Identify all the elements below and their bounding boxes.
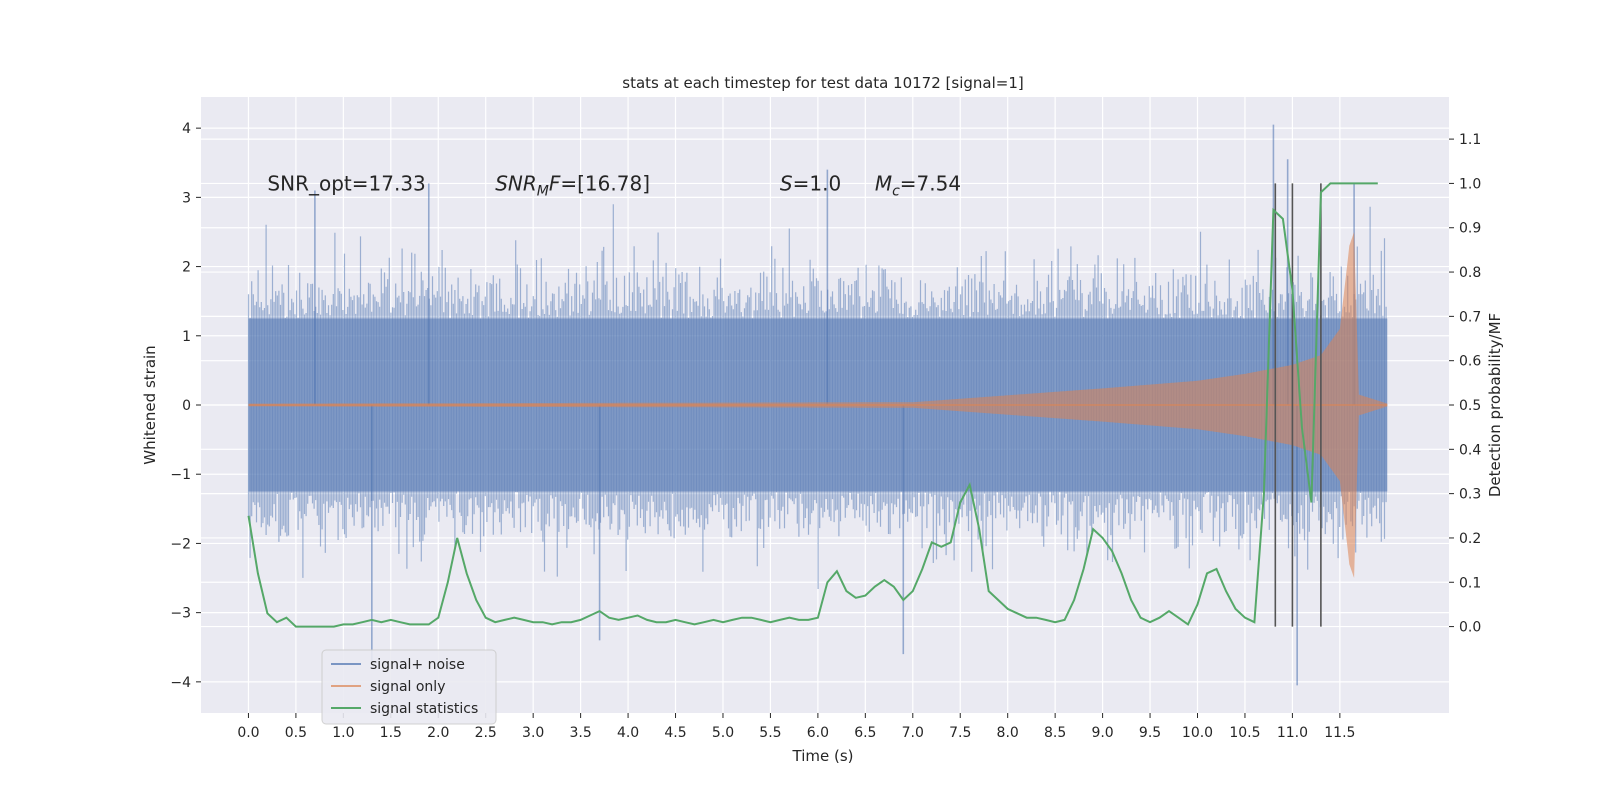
x-tick-label: 5.5: [759, 725, 781, 741]
legend-box: [321, 649, 497, 725]
annotation-m: Mc=7.54: [875, 171, 961, 199]
y-tick-label: −3: [170, 606, 191, 622]
x-tick-label: 2.0: [427, 725, 449, 741]
annotation-s: S=1.0: [780, 171, 841, 195]
x-tick-label: 8.5: [1044, 725, 1066, 741]
y-axis-ticks: −4 −3 −2 −1 0 1 2 3 4: [170, 121, 201, 691]
y-right-tick-label: 0.1: [1459, 575, 1481, 591]
x-tick-label: 6.0: [807, 725, 829, 741]
x-tick-label: 2.5: [475, 725, 497, 741]
legend: signal+ noise signal only signal statist…: [321, 649, 497, 725]
y-tick-label: 1: [182, 329, 191, 345]
chart-title: stats at each timestep for test data 101…: [622, 74, 1023, 92]
x-tick-label: 4.5: [664, 725, 686, 741]
x-tick-label: 7.5: [949, 725, 971, 741]
y-right-tick-label: 0.5: [1459, 398, 1481, 414]
x-tick-label: 8.0: [997, 725, 1019, 741]
y-tick-label: −4: [170, 675, 191, 691]
y-axis-title: Whitened strain: [141, 345, 159, 464]
y-tick-label: 2: [182, 260, 191, 276]
x-tick-label: 9.0: [1091, 725, 1113, 741]
y-right-tick-label: 0.3: [1459, 487, 1481, 503]
x-tick-label: 1.5: [380, 725, 402, 741]
legend-label-signal-noise: signal+ noise: [370, 657, 465, 673]
y-right-tick-label: 1.1: [1459, 132, 1481, 148]
y-right-tick-label: 0.7: [1459, 309, 1481, 325]
x-tick-label: 6.5: [854, 725, 876, 741]
y-tick-label: 4: [182, 121, 191, 137]
x-tick-label: 10.5: [1229, 725, 1260, 741]
x-tick-label: 1.0: [332, 725, 354, 741]
y-right-tick-label: 0.2: [1459, 531, 1481, 547]
annotation-snr: SNRMF=[16.78]: [495, 171, 650, 199]
x-tick-label: 11.0: [1277, 725, 1308, 741]
annotations: SNR_opt=17.33 SNRMF=[16.78] S=1.0 Mc=7.54: [267, 171, 961, 199]
detection-marker-lines: [1274, 183, 1322, 627]
x-tick-label: 0.0: [237, 725, 259, 741]
y-tick-label: 3: [182, 190, 191, 206]
signal-only-series: [248, 232, 1388, 578]
x-tick-label: 9.5: [1139, 725, 1161, 741]
y-right-tick-label: 0.0: [1459, 620, 1481, 636]
y-tick-label: −1: [170, 467, 191, 483]
y-tick-label: 0: [182, 398, 191, 414]
y-right-axis-title: Detection probability/MF: [1486, 313, 1504, 497]
y-tick-label: −2: [170, 536, 191, 552]
y-right-tick-label: 0.4: [1459, 442, 1481, 458]
signal-statistics-series: [247, 182, 1378, 628]
x-tick-label: 4.0: [617, 725, 639, 741]
x-tick-label: 11.5: [1324, 725, 1355, 741]
y-right-tick-label: 0.6: [1459, 354, 1481, 370]
x-tick-label: 3.5: [569, 725, 591, 741]
annotation-snr-opt: SNR_opt=17.33: [267, 171, 425, 195]
x-tick-label: 0.5: [285, 725, 307, 741]
y-right-axis-ticks: 0.0 0.1 0.2 0.3 0.4 0.5 0.6 0.7 0.8 0.9 1.0 1.1: [1449, 132, 1481, 636]
y-right-tick-label: 0.8: [1459, 265, 1481, 281]
x-tick-label: 3.0: [522, 725, 544, 741]
x-axis-ticks: 0.0 0.5 1.0 1.5 2.0 2.5 3.0 3.5 4.0 4.5 5.0 5.5 6.0 6…: [237, 713, 1355, 741]
x-tick-label: 7.0: [902, 725, 924, 741]
legend-label-signal-statistics: signal statistics: [370, 701, 478, 717]
x-tick-label: 10.0: [1182, 725, 1213, 741]
y-right-tick-label: 0.9: [1459, 221, 1481, 237]
x-tick-label: 5.0: [712, 725, 734, 741]
legend-label-signal-only: signal only: [370, 679, 445, 695]
y-right-tick-label: 1.0: [1459, 176, 1481, 192]
signal-statistics-line: [247, 182, 1378, 628]
x-axis-title: Time (s): [792, 747, 854, 765]
